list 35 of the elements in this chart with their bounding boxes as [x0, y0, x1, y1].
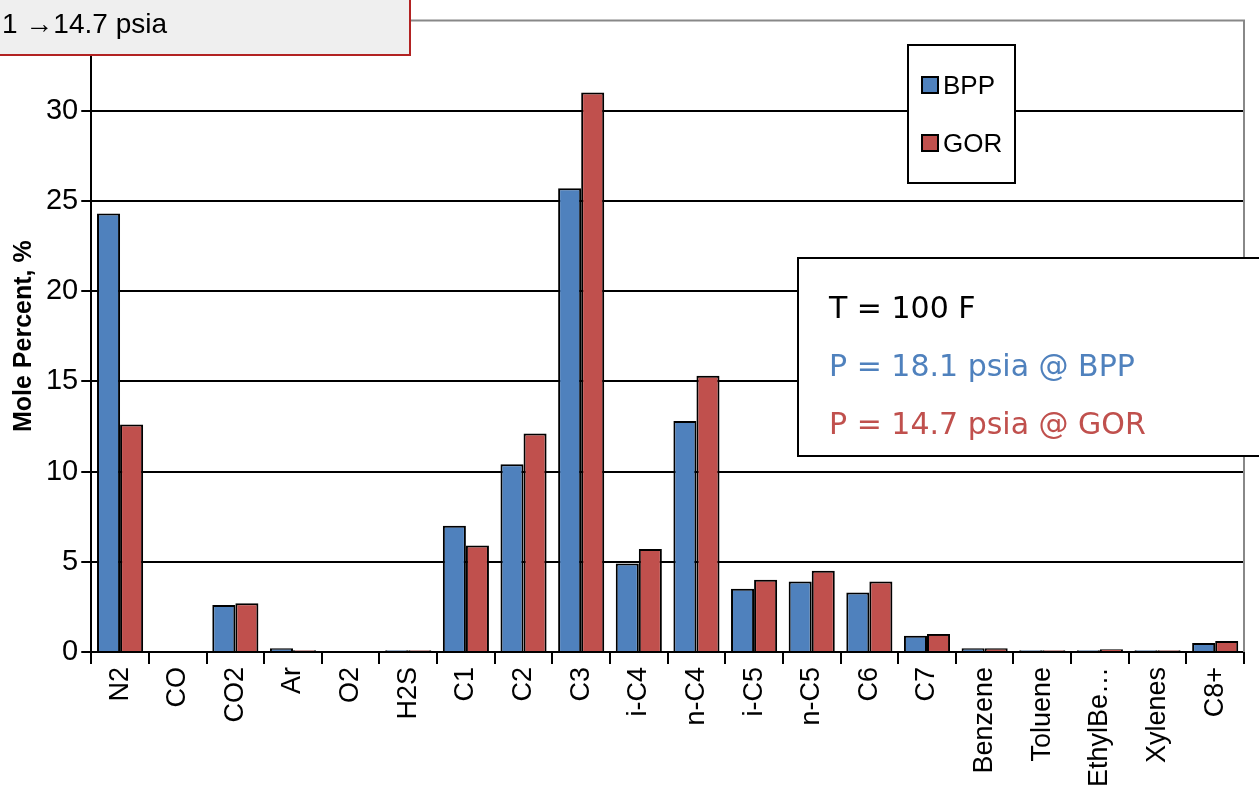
y-tick-label: 15 — [45, 363, 79, 396]
y-tick-label: 5 — [62, 543, 79, 576]
x-tick-label: n-C5 — [795, 666, 826, 726]
x-tick-label: C2 — [506, 666, 537, 702]
x-tick-label: C7 — [910, 666, 941, 702]
x-tick-label: C3 — [564, 666, 595, 702]
x-tick-label: Toluene — [1025, 666, 1056, 762]
y-axis-title: Mole Percent, % — [7, 240, 36, 433]
annotation: P = 18.1 psia @ BPP — [829, 347, 1136, 385]
note-box: 1 →14.7 psia — [0, 0, 411, 56]
legend-label: GOR — [942, 127, 1003, 160]
y-tick-label: 0 — [62, 633, 79, 666]
x-tick-label: H2S — [391, 666, 422, 720]
y-tick-label: 20 — [45, 273, 79, 306]
x-tick-label: CO2 — [218, 666, 249, 723]
legend-label: BPP — [942, 69, 997, 102]
conditions-box: T = 100 F P = 18.1 psia @ BPP P = 14.7 psia @ GOR — [797, 257, 1259, 457]
x-tick-label: n-C4 — [679, 666, 710, 726]
annotation: P = 14.7 psia @ GOR — [829, 405, 1147, 443]
x-tick-label: C6 — [852, 666, 883, 702]
x-tick-label: O2 — [334, 666, 365, 703]
annotation: T = 100 F — [829, 289, 977, 327]
x-tick-label: C8+ — [1198, 666, 1229, 718]
x-tick-label: i-C4 — [622, 666, 653, 717]
y-tick-label: 30 — [45, 92, 79, 125]
x-tick-label: CO — [161, 666, 192, 708]
y-tick-label: 25 — [45, 182, 79, 215]
x-tick-label: Ar — [276, 666, 307, 694]
x-tick-label: EthylBe… — [1083, 666, 1114, 788]
y-tick-label: 10 — [45, 453, 79, 486]
x-tick-label: C1 — [449, 666, 480, 702]
x-tick-label: Benzene — [968, 666, 999, 774]
x-tick-label: N2 — [103, 666, 134, 702]
x-tick-label: i-C5 — [737, 666, 768, 717]
x-tick-label: Xylenes — [1141, 666, 1171, 764]
